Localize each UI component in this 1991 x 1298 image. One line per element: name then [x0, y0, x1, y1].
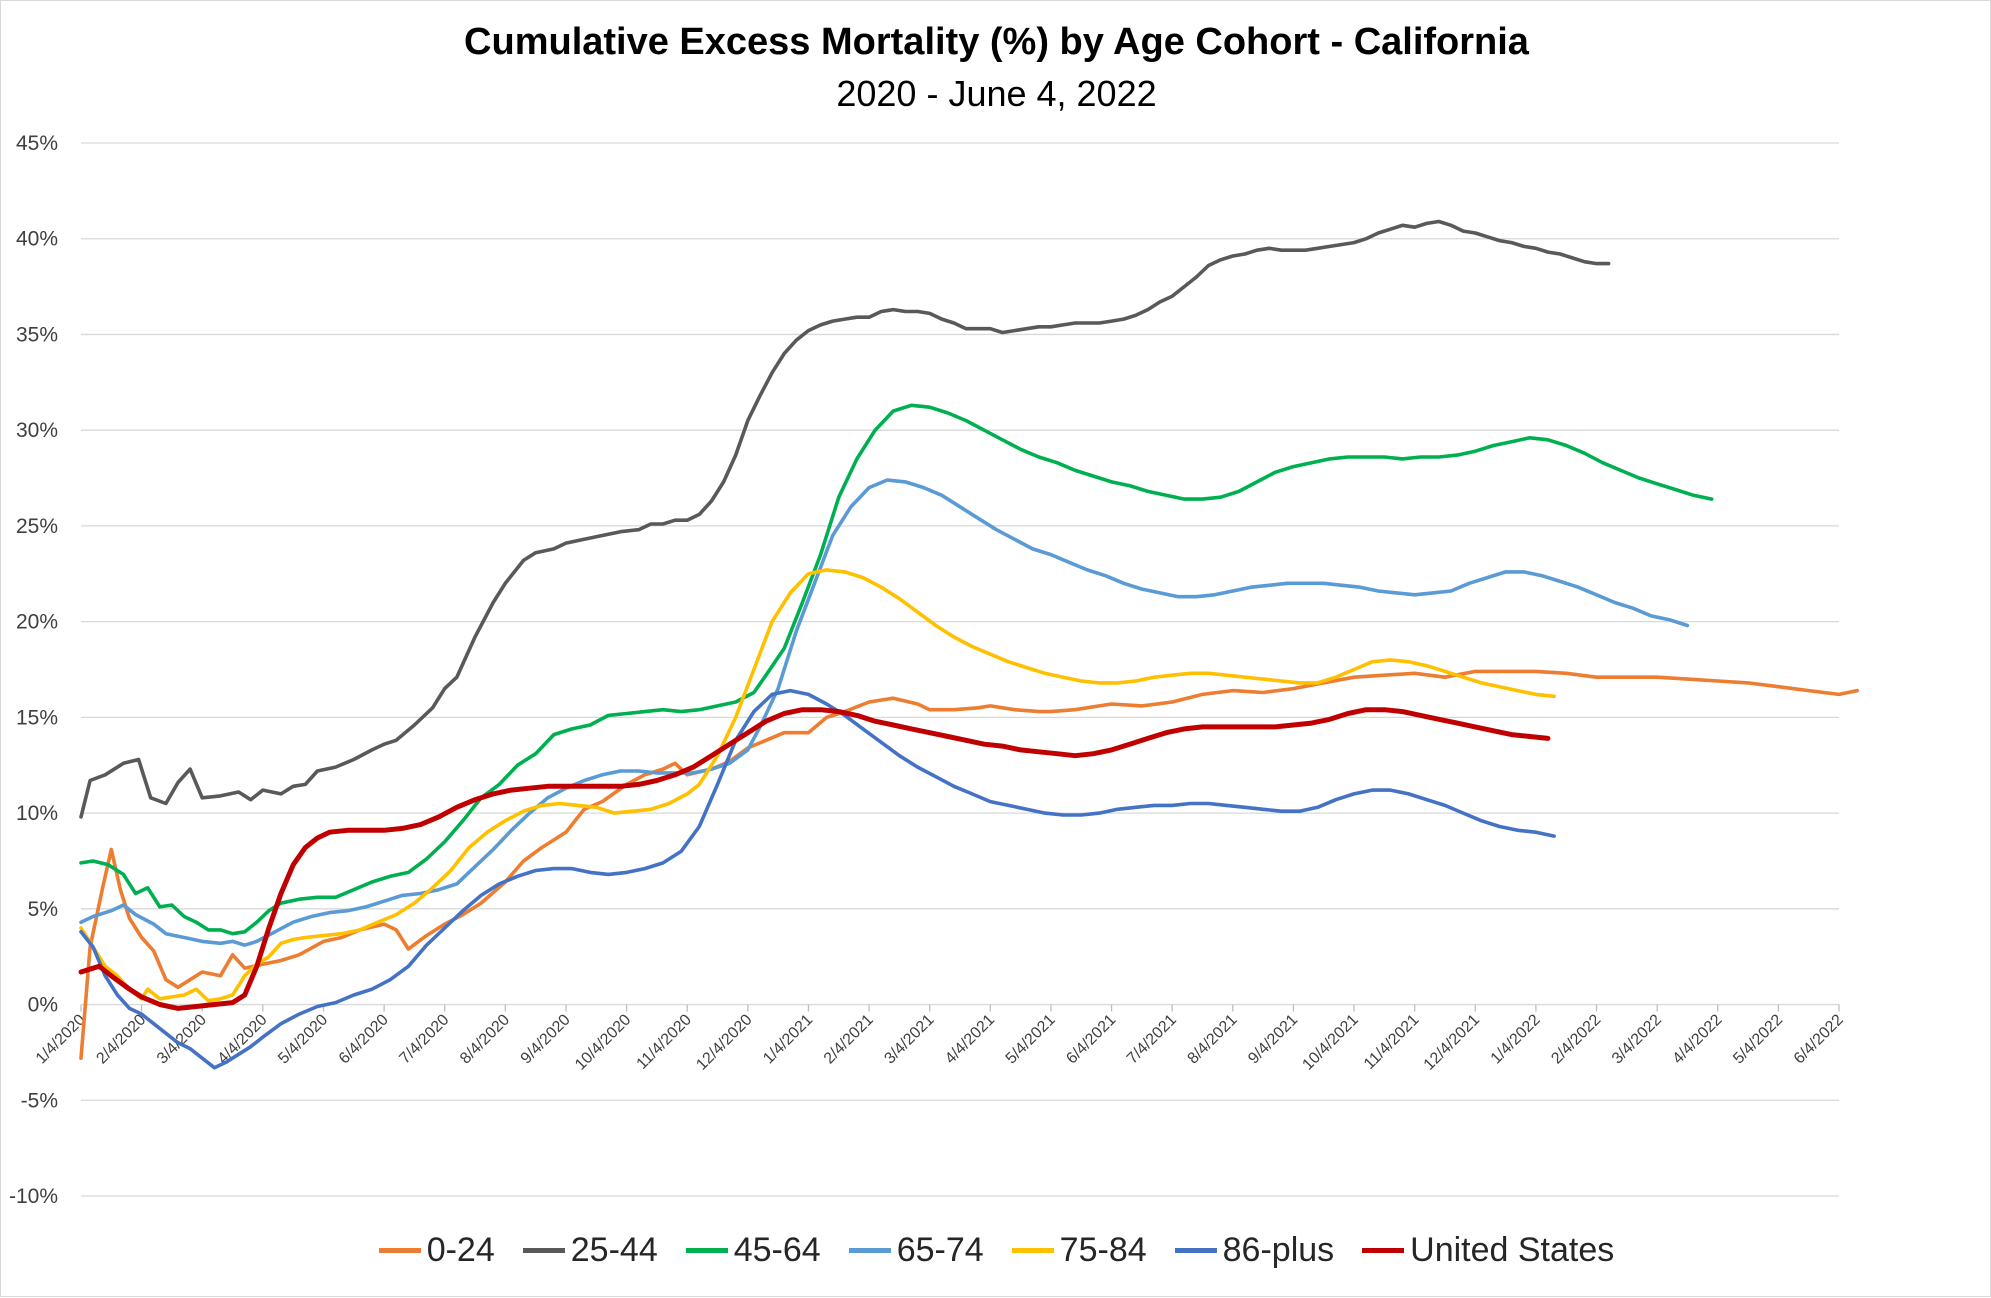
series-line-0-24: [79, 669, 1859, 1060]
x-tick-label: 11/4/2021: [1361, 1011, 1423, 1073]
y-tick-label: 0%: [28, 994, 58, 1017]
legend-swatch: [1011, 1248, 1054, 1253]
y-tick-label: -5%: [21, 1089, 58, 1112]
series-line-86-plus: [79, 688, 1556, 1070]
series-line-75-84: [79, 568, 1556, 1003]
legend-swatch: [1362, 1248, 1405, 1253]
y-tick-label: 10%: [16, 802, 58, 825]
x-tick-label: 10/4/2021: [1300, 1011, 1362, 1073]
x-tick-label: 4/4/2022: [1670, 1011, 1726, 1067]
legend-item: 45-64: [685, 1231, 821, 1270]
y-tick-label: 30%: [16, 419, 58, 442]
legend: 0-24 25-44 45-64 65-74 75-84 86-plus United St…: [1, 1231, 1991, 1270]
y-tick-label: 45%: [16, 132, 58, 155]
x-tick-label: 9/4/2021: [1245, 1011, 1301, 1067]
legend-swatch: [1174, 1248, 1217, 1253]
x-tick-label: 7/4/2020: [396, 1011, 452, 1067]
series-line-45-64: [79, 403, 1714, 936]
y-tick-label: -10%: [9, 1185, 58, 1208]
x-tick-label: 6/4/2020: [336, 1011, 392, 1067]
legend-item: 0-24: [378, 1231, 495, 1270]
x-tick-label: 5/4/2020: [275, 1011, 331, 1067]
legend-label: 65-74: [896, 1231, 984, 1269]
x-tick-label: 4/4/2021: [942, 1011, 998, 1067]
x-tick-label: 6/4/2021: [1063, 1011, 1119, 1067]
x-tick-label: 10/4/2020: [572, 1011, 634, 1073]
legend-item: 25-44: [522, 1231, 658, 1270]
x-tick-label: 2/4/2022: [1548, 1011, 1604, 1067]
x-tick-label: 1/4/2021: [760, 1011, 816, 1067]
x-tick-label: 1/4/2022: [1488, 1011, 1544, 1067]
y-tick-label: 20%: [16, 611, 58, 634]
x-tick-label: 8/4/2020: [457, 1011, 513, 1067]
legend-item: 86-plus: [1174, 1231, 1335, 1270]
y-tick-label: 25%: [16, 515, 58, 538]
y-tick-label: 15%: [16, 706, 58, 729]
x-tick-label: 8/4/2021: [1185, 1011, 1241, 1067]
x-tick-label: 12/4/2021: [1421, 1011, 1483, 1073]
y-axis-ticks: 45% 40% 35% 30% 25% 20% 15% 10% 5% 0% -5% -10%: [9, 132, 58, 1208]
legend-swatch: [378, 1248, 421, 1253]
legend-label: 75-84: [1059, 1231, 1147, 1269]
x-tick-label: 3/4/2022: [1609, 1011, 1665, 1067]
legend-swatch: [848, 1248, 891, 1253]
legend-label: United States: [1410, 1231, 1615, 1269]
chart-title: Cumulative Excess Mortality (%) by Age C…: [464, 21, 1529, 63]
legend-label: 45-64: [733, 1231, 821, 1269]
y-tick-label: 5%: [28, 898, 58, 921]
series-line-65-74: [79, 478, 1690, 948]
x-tick-label: 5/4/2022: [1730, 1011, 1786, 1067]
legend-item: 75-84: [1011, 1231, 1147, 1270]
x-tick-label: 2/4/2021: [821, 1011, 877, 1067]
x-tick-label: 12/4/2020: [693, 1011, 755, 1073]
x-tick-label: 9/4/2020: [518, 1011, 574, 1067]
chart-subtitle: 2020 - June 4, 2022: [836, 73, 1157, 114]
x-axis-ticks: 1/4/2020 2/4/2020 3/4/2020 4/4/2020 5/4/2020…: [33, 1004, 1847, 1074]
legend-label: 0-24: [426, 1231, 495, 1269]
legend-item: United States: [1362, 1231, 1614, 1270]
y-tick-label: 35%: [16, 323, 58, 346]
x-tick-label: 7/4/2021: [1124, 1011, 1180, 1067]
y-tick-label: 40%: [16, 228, 58, 251]
legend-label: 25-44: [570, 1231, 658, 1269]
series-line-25-44: [79, 219, 1611, 819]
legend-swatch: [522, 1248, 565, 1253]
x-tick-label: 6/4/2022: [1791, 1011, 1847, 1067]
x-tick-label: 11/4/2020: [634, 1011, 696, 1073]
legend-swatch: [685, 1248, 728, 1253]
series-line-united-states: [78, 707, 1551, 1011]
gridlines: [81, 142, 1839, 1197]
x-tick-label: 5/4/2021: [1003, 1011, 1059, 1067]
series-lines: [78, 219, 1859, 1070]
x-tick-label: 3/4/2021: [881, 1011, 937, 1067]
legend-item: 65-74: [848, 1231, 984, 1270]
x-tick-label: 2/4/2020: [93, 1011, 149, 1067]
legend-label: 86-plus: [1222, 1231, 1335, 1269]
